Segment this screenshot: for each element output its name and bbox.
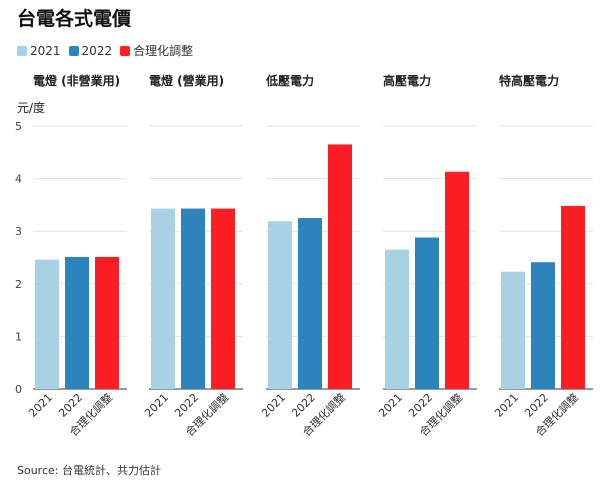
bar: [151, 208, 175, 389]
bar: [65, 256, 89, 389]
bar: [268, 221, 292, 389]
legend-item-2022: 2022: [68, 43, 113, 58]
y-axis-label: 元/度: [17, 100, 45, 115]
panel-title: 高壓電力: [383, 73, 431, 88]
bar: [95, 256, 119, 389]
y-tick-label: 3: [15, 225, 22, 238]
bar: [35, 259, 59, 389]
legend-item-2021: 2021: [17, 44, 61, 58]
bar: [181, 208, 205, 389]
bar: [328, 144, 352, 389]
bar: [211, 208, 235, 389]
legend: 2021 2022 合理化調整: [17, 42, 201, 59]
legend-swatch-adjusted: [120, 45, 131, 56]
x-tick-label: 2021: [492, 391, 521, 420]
legend-label-adjusted: 合理化調整: [133, 44, 194, 58]
y-tick-label: 1: [15, 330, 22, 343]
legend-item-adjusted: 合理化調整: [120, 42, 193, 59]
panel-title: 電燈 (非營業用): [33, 73, 120, 88]
panel-title: 特高壓電力: [499, 73, 559, 88]
x-tick-label: 2021: [259, 391, 288, 420]
bar: [531, 262, 555, 389]
bar: [501, 271, 525, 389]
legend-swatch-2021: [17, 45, 27, 56]
source-note: Source: 台電統計、共力估計: [17, 464, 161, 477]
chart-title: 台電各式電價: [17, 8, 132, 30]
panel-title: 電燈 (營業用): [149, 73, 224, 88]
y-tick-label: 0: [15, 383, 22, 396]
y-tick-label: 2: [15, 278, 22, 291]
bar: [385, 249, 409, 389]
bar: [415, 237, 439, 389]
y-tick-label: 4: [15, 173, 22, 186]
bar: [561, 205, 585, 389]
y-tick-label: 5: [15, 120, 22, 133]
x-tick-label: 2021: [142, 391, 171, 420]
x-tick-label: 2021: [26, 391, 55, 420]
bar: [445, 171, 469, 389]
bar: [298, 218, 322, 389]
legend-label-2021: 2021: [30, 43, 61, 58]
legend-label-2022: 2022: [81, 43, 113, 58]
panel-title: 低壓電力: [265, 73, 314, 88]
x-tick-label: 2021: [376, 391, 405, 420]
legend-swatch-2022: [68, 45, 79, 56]
